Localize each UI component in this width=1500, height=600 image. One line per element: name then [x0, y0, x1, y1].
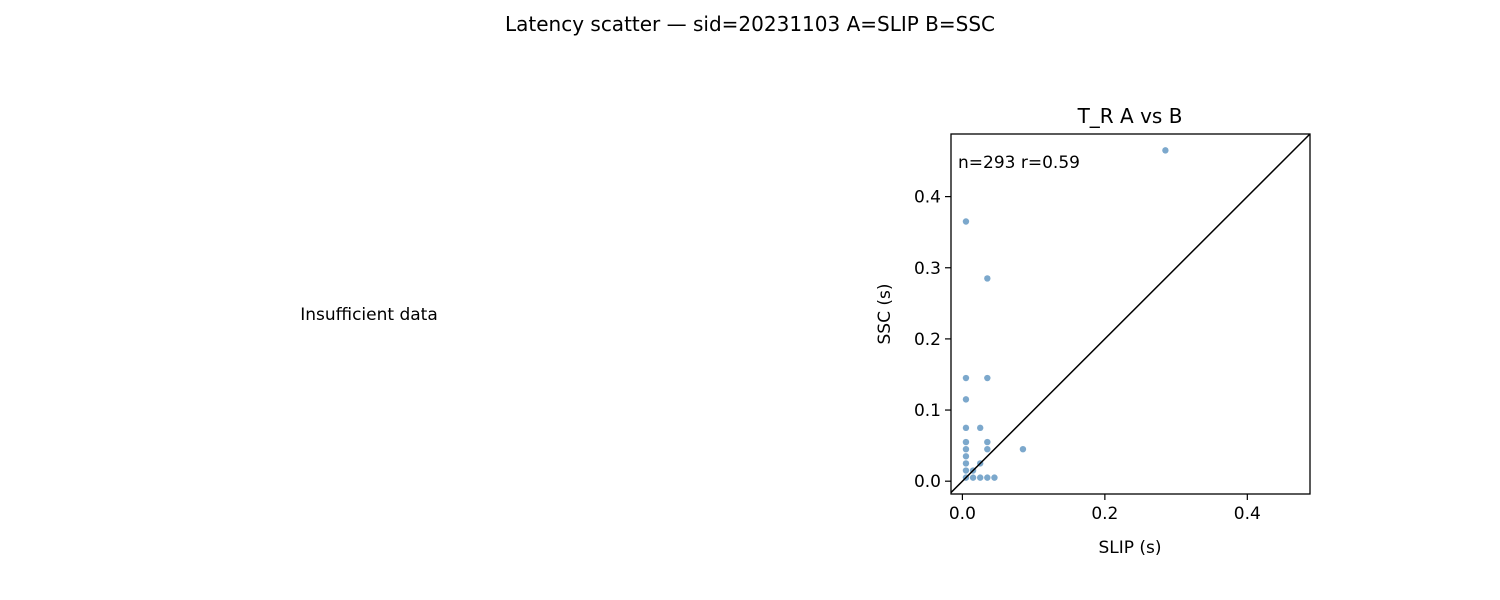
y-tick-label: 0.3 — [914, 259, 941, 279]
y-tick-label: 0.4 — [914, 188, 941, 208]
x-tick-label: 0.2 — [1091, 504, 1118, 524]
scatter-point — [984, 438, 991, 446]
x-tick-label: 0.0 — [949, 504, 976, 524]
left-panel-insufficient-data: Insufficient data — [300, 305, 438, 325]
scatter-point — [984, 275, 991, 282]
chart-title: T_R A vs B — [1077, 104, 1183, 128]
scatter-point — [984, 474, 991, 481]
x-tick-label: 0.4 — [1234, 504, 1261, 524]
scatter-point — [1019, 445, 1027, 453]
x-axis-ticks: 0.0 0.2 0.4 — [949, 494, 1261, 524]
scatter-point — [1162, 147, 1169, 154]
scatter-point — [984, 374, 991, 382]
stats-annotation: n=293 r=0.59 — [958, 153, 1080, 173]
scatter-point — [962, 460, 970, 467]
scatter-point — [962, 396, 970, 403]
scatter-point — [962, 424, 970, 432]
x-axis-label: SLIP (s) — [1098, 538, 1161, 558]
scatter-point — [962, 218, 970, 225]
scatter-point — [962, 374, 970, 382]
scatter-point — [962, 453, 970, 460]
y-tick-label: 0.1 — [914, 401, 941, 421]
y-tick-label: 0.0 — [914, 472, 941, 492]
identity-line — [951, 134, 1310, 494]
scatter-points — [962, 147, 1169, 481]
scatter-point — [984, 445, 991, 453]
scatter-point — [962, 467, 970, 474]
scatter-point — [962, 438, 970, 446]
scatter-point — [977, 474, 984, 481]
scatter-point — [977, 424, 984, 432]
y-axis-label: SSC (s) — [875, 284, 895, 345]
scatter-point — [969, 474, 977, 481]
scatter-plot-area — [950, 133, 1311, 495]
y-tick-label: 0.2 — [914, 330, 941, 350]
plot-frame — [950, 133, 1311, 495]
scatter-point — [962, 445, 970, 453]
y-axis-ticks: 0.0 0.1 0.2 0.3 0.4 — [914, 188, 951, 492]
figure-suptitle: Latency scatter — sid=20231103 A=SLIP B=… — [505, 12, 995, 36]
scatter-point — [991, 474, 998, 481]
